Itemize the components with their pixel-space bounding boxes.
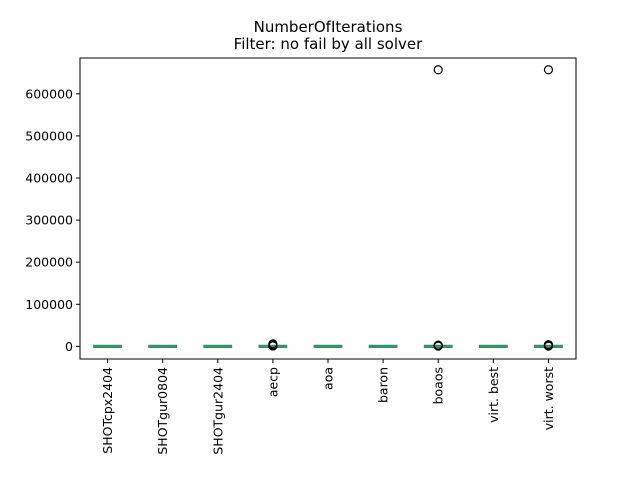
x-tick-label: SHOTgur0804 — [155, 367, 170, 455]
x-tick-label: aecp — [265, 367, 280, 397]
plot-area-frame — [79, 57, 577, 360]
y-tick-label: 100000 — [25, 297, 73, 312]
outlier-point — [543, 340, 554, 350]
chart-title: NumberOfIterations — [254, 18, 403, 36]
x-axis: SHOTcpx2404 SHOTgur0804 SHOTgur2404 aecp aoa… — [100, 359, 556, 455]
box-virt-worst — [534, 65, 563, 351]
y-tick-label: 300000 — [25, 213, 73, 228]
box-shotgur2404 — [203, 344, 233, 348]
chart-subtitle: Filter: no fail by all solver — [234, 35, 423, 53]
outlier-point — [543, 65, 554, 75]
outlier-point — [268, 339, 278, 349]
x-tick-label: virt. best — [486, 367, 501, 423]
box-aoa — [313, 344, 343, 348]
box-shotcpx2404 — [93, 344, 122, 348]
box-baron — [368, 344, 398, 348]
y-tick-label: 500000 — [25, 128, 73, 143]
outlier-point — [433, 65, 443, 75]
y-tick-label: 400000 — [25, 170, 73, 185]
y-axis: 0 100000 200000 300000 400000 500000 600000 — [25, 86, 80, 354]
y-tick-label: 600000 — [25, 86, 73, 101]
y-tick-label: 200000 — [25, 255, 73, 270]
box-aecp — [258, 339, 288, 351]
x-tick-label: boaos — [431, 367, 446, 404]
boxes-layer — [93, 65, 563, 351]
outlier-point — [433, 340, 443, 350]
x-tick-label: aoa — [321, 367, 336, 390]
x-tick-label: virt. worst — [541, 367, 556, 430]
x-tick-label: SHOTgur2404 — [210, 367, 225, 455]
y-tick-label: 0 — [65, 339, 73, 354]
box-boaos — [423, 65, 453, 351]
box-shotgur0804 — [148, 344, 178, 348]
x-tick-label: baron — [376, 367, 391, 403]
x-tick-label: SHOTcpx2404 — [100, 367, 115, 454]
box-virt-best — [478, 344, 508, 348]
